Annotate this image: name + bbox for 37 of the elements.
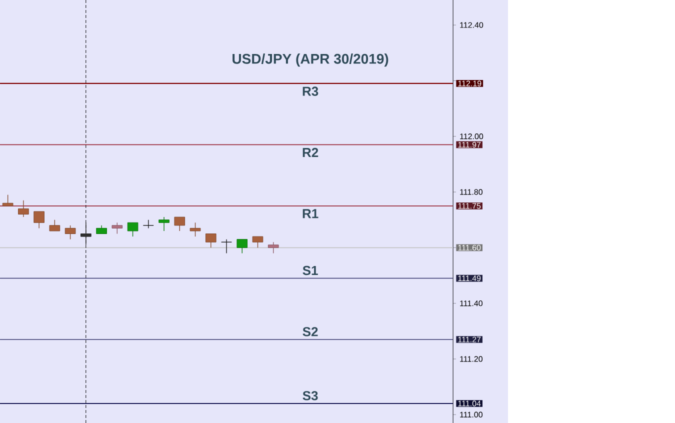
y-tick-label: 112.40 (460, 22, 484, 28)
text: 111.27 (458, 336, 481, 342)
candlestick (143, 219, 154, 229)
candlestick (221, 238, 232, 254)
ref-line-label: R2 (302, 148, 318, 157)
ref-line-label: R3 (302, 86, 318, 96)
candlestick (127, 222, 138, 237)
candlestick (190, 222, 201, 237)
candlestick (49, 219, 60, 232)
y-tick-label: 111.80 (460, 189, 482, 195)
ref-line-label: S2 (302, 327, 318, 336)
ref-line-label: S3 (302, 391, 318, 400)
ref-line-label: R1 (302, 209, 318, 218)
y-tick-label: 111.20 (460, 356, 482, 362)
candlestick (205, 233, 216, 248)
candlestick (80, 222, 92, 246)
y-tick-label: 112.00 (460, 134, 484, 140)
candlestick (158, 216, 170, 232)
candlestick (268, 242, 279, 254)
y-tick-label: 111.40 (460, 300, 482, 306)
candlestick (174, 216, 186, 232)
candlestick (112, 222, 123, 234)
text: 111.97 (458, 142, 481, 148)
text: USD/JPY (APR 30/2019) (232, 54, 388, 67)
candlestick (34, 211, 44, 229)
text: 111.60 (458, 244, 481, 250)
candlestick (64, 225, 76, 240)
candlestick (18, 200, 29, 218)
text: 111.49 (458, 275, 481, 282)
candlestick (252, 236, 264, 248)
text: 111.04 (458, 400, 481, 406)
text: 111.75 (458, 203, 481, 209)
ref-line-label: S1 (302, 266, 318, 276)
candlestick (2, 194, 14, 206)
text: 112.19 (458, 80, 482, 86)
candlestick (236, 238, 248, 254)
y-tick-label: 111.00 (460, 412, 482, 418)
